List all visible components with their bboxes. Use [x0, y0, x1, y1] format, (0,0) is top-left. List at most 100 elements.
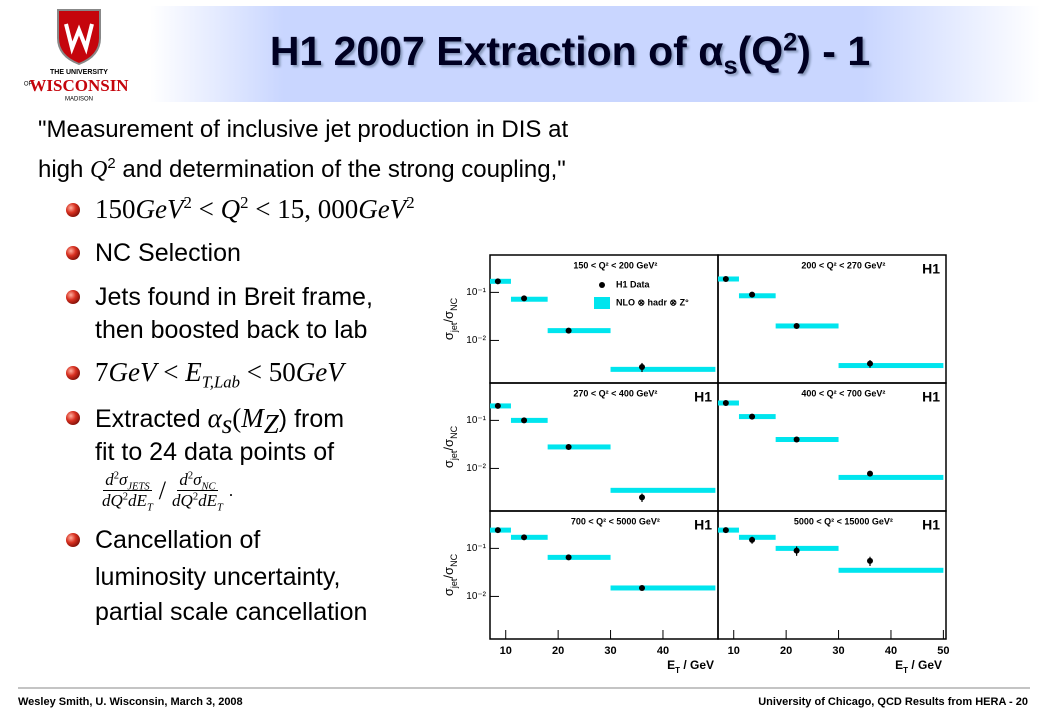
data-point [867, 470, 873, 477]
theory-band [838, 474, 944, 480]
text-part: ( [232, 403, 242, 433]
y-axis-label-part: NC [449, 297, 459, 310]
text-part: 2 [113, 470, 119, 482]
bullet: partial scale cancellation [95, 598, 368, 626]
panel-badge: H1 [922, 261, 940, 277]
text-part: NC [201, 481, 216, 493]
y-axis-label-part: / [441, 575, 456, 579]
x-tick-label: 20 [552, 645, 564, 657]
logo-text: MADISON [65, 97, 93, 103]
theory-band [547, 444, 611, 450]
logo-text: OF [24, 82, 33, 88]
bullet-ball [66, 246, 80, 260]
y-axis-label: σjet/σNC [441, 297, 459, 340]
text-part: σ [193, 470, 202, 489]
y-tick-label: 10⁻² [466, 463, 486, 474]
text-part: . [228, 480, 234, 500]
fraction: d2σJETS dQ2dET / d2σNC dQ2dET . [100, 470, 234, 514]
theory-band [547, 328, 611, 334]
panel-badge: H1 [694, 517, 712, 533]
title-bar [150, 6, 1040, 102]
theory-band [510, 417, 548, 423]
panel-title: 700 < Q² < 5000 GeV² [571, 516, 660, 526]
y-axis-label-part: / [441, 447, 456, 451]
panel-title: 150 < Q² < 200 GeV² [573, 260, 657, 270]
text-part: / [158, 475, 167, 505]
text-part: GeV [295, 357, 344, 387]
theory-band [610, 585, 716, 591]
logo-w [64, 23, 94, 55]
logo-shield [57, 9, 101, 66]
text-part: dQ [172, 491, 193, 510]
data-point [722, 275, 729, 282]
panel-title: 5000 < Q² < 15000 GeV² [794, 516, 893, 526]
y-axis-label-part: / [441, 319, 456, 323]
text-part: < 15, 000 [248, 194, 359, 224]
data-point [867, 557, 873, 564]
data-point [793, 547, 800, 554]
x-axis-label-part: E [895, 658, 903, 672]
data-point [749, 413, 756, 420]
text-part: JETS [127, 481, 150, 493]
bullet-balls [66, 203, 80, 547]
x-axis-label: ET / GeV [895, 658, 942, 674]
theory-band [510, 296, 548, 302]
data-point [793, 322, 800, 329]
data-point [521, 417, 528, 424]
text-part: T [146, 502, 153, 514]
text-part: 2 [122, 491, 129, 503]
text-part: GeV [135, 194, 184, 224]
text-part: (Q [737, 28, 784, 74]
data-point [494, 527, 501, 534]
bullet: 150GeV2 < Q2 < 15, 000GeV2 [95, 192, 415, 226]
theory-band [610, 487, 716, 493]
text-part: 2 [783, 28, 798, 57]
theory-band [775, 545, 839, 551]
y-axis-label-part: jet [449, 578, 459, 589]
theory-band [775, 437, 839, 443]
x-tick-label: 10 [728, 645, 740, 657]
text-part: dQ [102, 491, 123, 510]
panel-title: 400 < Q² < 700 GeV² [801, 388, 885, 398]
bullet: Cancellation of [95, 526, 261, 554]
text-part: 7 [95, 357, 109, 387]
y-axis-label-part: σ [441, 332, 456, 340]
text-part: T,Lab [201, 372, 241, 392]
theory-band [738, 414, 776, 420]
text-part: Z [263, 409, 279, 439]
bullet-ball [66, 411, 80, 425]
theory-band [738, 293, 776, 299]
x-tick-label: 40 [885, 645, 897, 657]
data-point [494, 278, 501, 285]
x-axis-label-part: / GeV [680, 658, 714, 672]
text-part: Q [220, 194, 241, 224]
text-part: 2 [107, 156, 116, 172]
logo-text: THE UNIVERSITY [50, 69, 108, 76]
y-tick-label: 10⁻² [466, 591, 486, 602]
slide-title: H1 2007 Extraction of αs(Q2) - 1 [150, 28, 990, 79]
panel-badge: H1 [922, 517, 940, 533]
panel-frame [717, 510, 947, 640]
y-tick-label: 10⁻¹ [466, 287, 486, 298]
text-part: T [216, 502, 223, 514]
y-axis-label-part: σ [441, 588, 456, 596]
panel-title: 200 < Q² < 270 GeV² [801, 260, 885, 270]
y-axis-label-part: jet [449, 450, 459, 461]
x-axis-label: ET / GeV [667, 658, 714, 674]
theory-band [547, 554, 611, 560]
y-axis-label-part: NC [449, 553, 459, 566]
script-text: JETS [127, 481, 150, 493]
text-part: high [38, 156, 91, 183]
bullet-ball [66, 290, 80, 304]
text-part: dE [128, 491, 147, 510]
theory-band [610, 366, 716, 372]
text-part: ) from [278, 405, 345, 433]
data-point [722, 527, 729, 534]
legend-marker [594, 297, 610, 309]
text-part: 150 [95, 194, 136, 224]
panel-title: 270 < Q² < 400 GeV² [573, 388, 657, 398]
text-part: < 50 [240, 357, 296, 387]
text-part: < [191, 194, 221, 224]
